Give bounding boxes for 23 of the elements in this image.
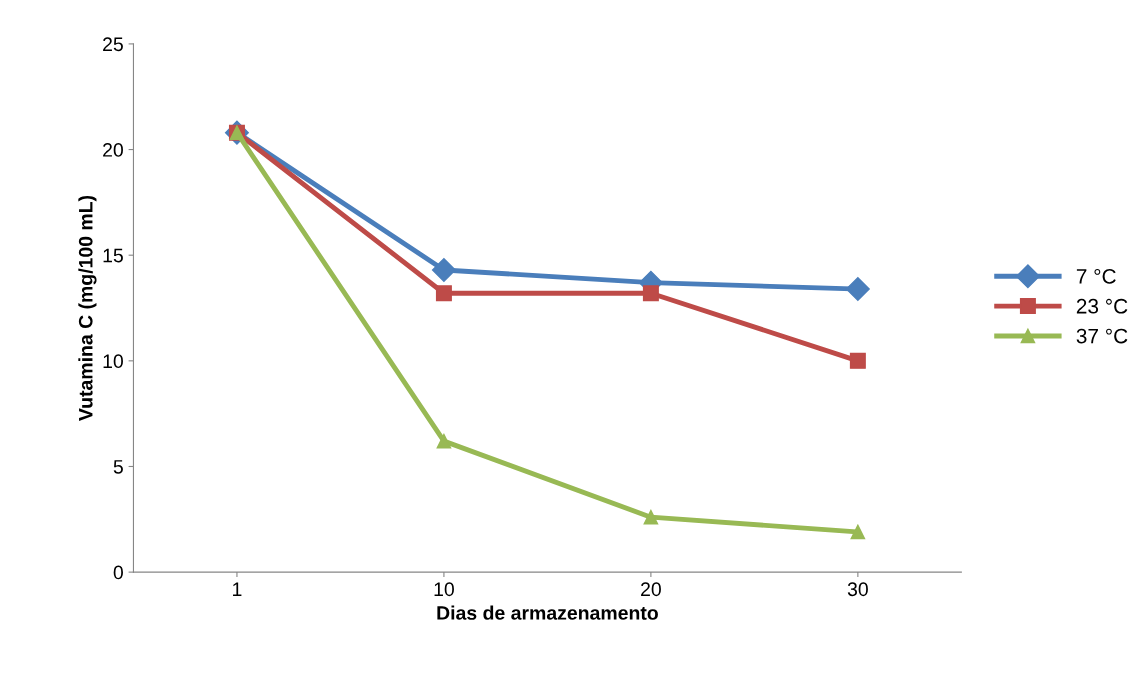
point	[849, 352, 866, 369]
x-tick-label: 10	[434, 582, 454, 597]
y-tick-label: 10	[103, 354, 123, 369]
point	[845, 277, 870, 301]
legend-label: 7 °C	[1076, 269, 1116, 284]
y-tick-label: 15	[103, 248, 123, 263]
y-tick-label: 25	[103, 37, 123, 52]
point	[643, 509, 659, 525]
y-axis-title: Vutamina C (mg/100 mL)	[78, 195, 97, 421]
legend-label: 23 °C	[1076, 298, 1128, 314]
legend-label: 37 °C	[1076, 328, 1128, 344]
point	[435, 285, 452, 302]
y-tick-label: 20	[103, 143, 123, 157]
x-tick-label: 1	[233, 582, 242, 596]
point	[642, 285, 659, 302]
point	[431, 257, 456, 282]
x-axis-title: Dias de armazenamento	[437, 605, 658, 620]
x-tick-label: 20	[641, 582, 661, 597]
y-tick-label: 0	[113, 565, 123, 580]
point	[850, 524, 866, 540]
point	[436, 433, 452, 449]
x-tick-label: 30	[847, 582, 868, 597]
y-tick-label: 5	[113, 460, 123, 474]
